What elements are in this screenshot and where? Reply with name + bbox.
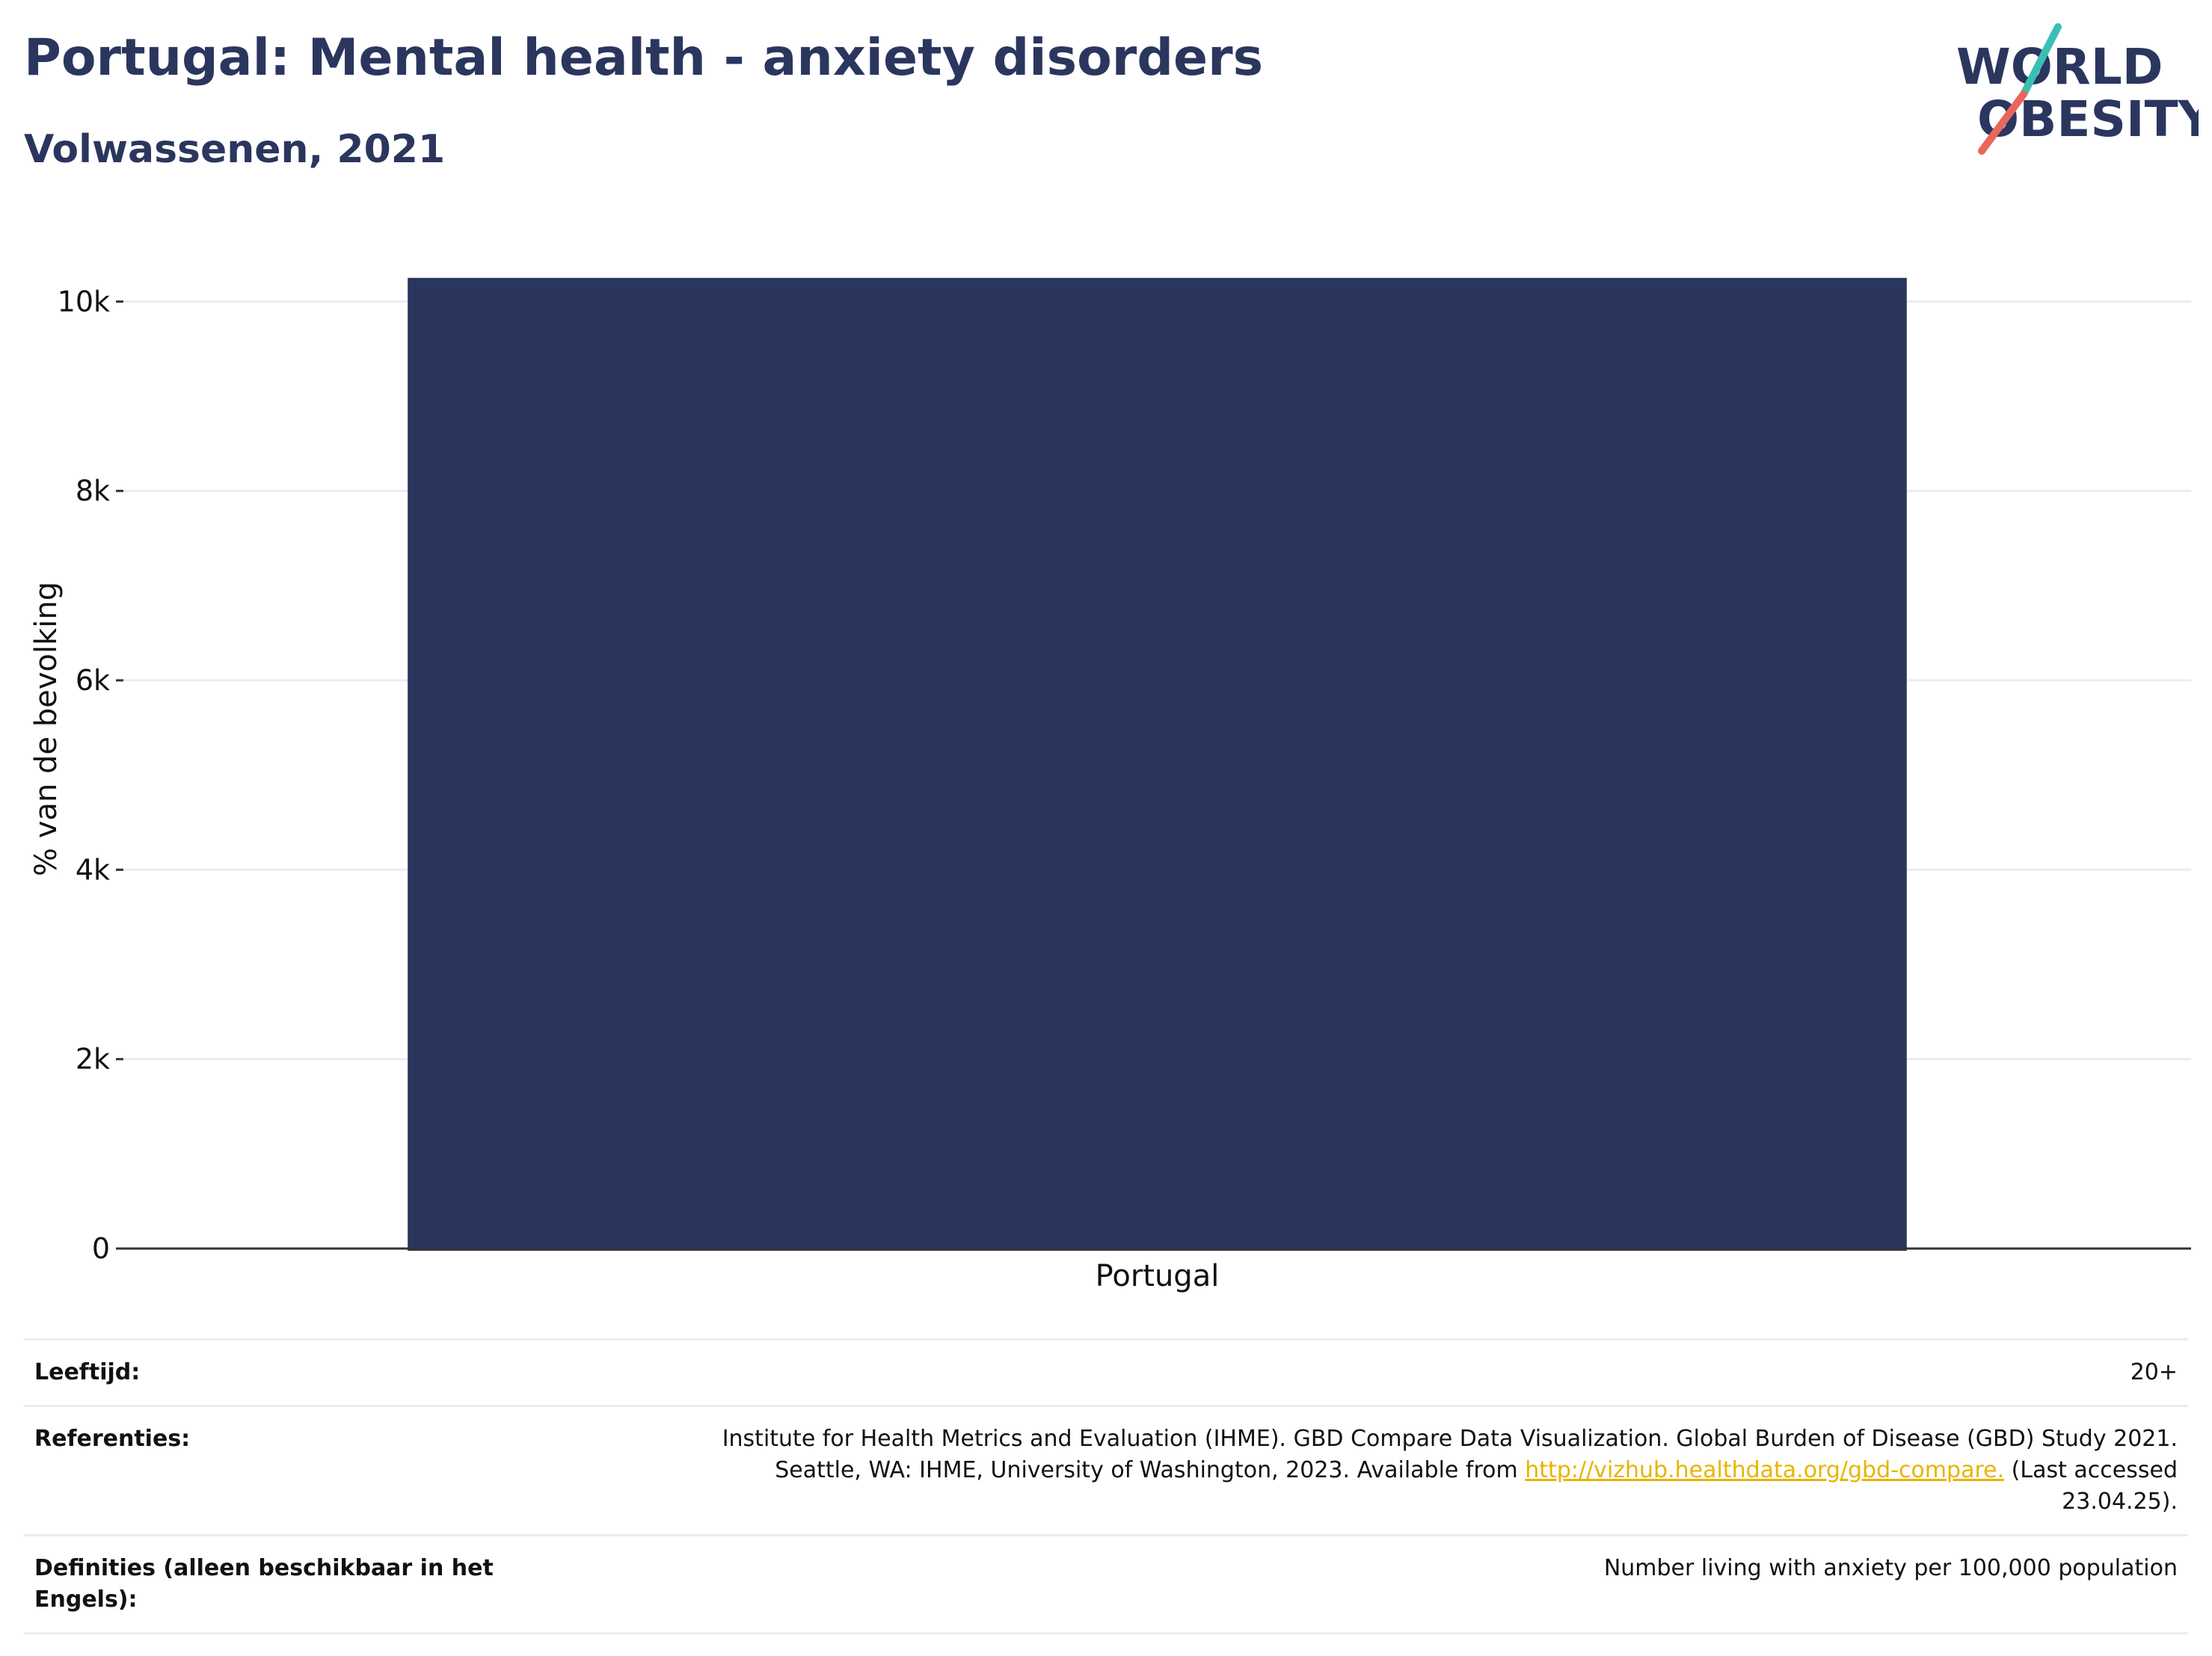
references-text-line1: Institute for Health Metrics and Evaluat…: [722, 1426, 2178, 1452]
logo-slash-teal: [2020, 23, 2062, 98]
definitions-label: Definities (alleen beschikbaar in het En…: [34, 1555, 494, 1613]
age-label: Leeftijd:: [34, 1359, 141, 1385]
y-tick-label: 10k: [58, 285, 110, 318]
y-axis-ticks: 0 2k 4k 6k 8k 10k: [58, 285, 123, 1265]
info-row-references: Referenties: Institute for Health Metric…: [24, 1405, 2188, 1534]
info-row-age: Leeftijd: 20+: [24, 1338, 2188, 1405]
chart-title: Portugal: Mental health - anxiety disord…: [24, 28, 1264, 87]
x-axis: Portugal: [123, 1247, 2191, 1293]
y-tick-label: 4k: [76, 853, 110, 886]
references-value: Institute for Health Metrics and Evaluat…: [520, 1423, 2178, 1518]
x-tick-label: Portugal: [1096, 1259, 1220, 1293]
definitions-value: Number living with anxiety per 100,000 p…: [1603, 1555, 2178, 1581]
references-label: Referenties:: [34, 1426, 191, 1452]
y-tick-label: 0: [92, 1232, 110, 1265]
bar-portugal[interactable]: [408, 277, 1907, 1252]
info-row-definitions: Definities (alleen beschikbaar in het En…: [24, 1534, 2188, 1634]
y-axis-label: % van de bevolking: [29, 582, 64, 876]
references-text-line2-end: (Last accessed: [2004, 1457, 2178, 1483]
logo-text-world: WORLD: [1956, 38, 2163, 96]
logo-text-obesity: OBESITY: [1977, 90, 2199, 148]
y-tick-label: 2k: [76, 1043, 110, 1076]
logo-slash-coral: [1978, 90, 2027, 155]
chart-subtitle: Volwassenen, 2021: [24, 127, 446, 172]
references-text-line3: 23.04.25).: [2062, 1489, 2178, 1515]
references-link[interactable]: http://vizhub.healthdata.org/gbd-compare…: [1525, 1457, 2005, 1483]
info-table: Leeftijd: 20+ Referenties: Institute for…: [24, 1338, 2188, 1634]
world-obesity-logo: WORLD OBESITY: [1956, 23, 2199, 155]
y-tick-label: 8k: [76, 475, 110, 508]
bar-chart: 0 2k 4k 6k 8k 10k Portugal % van de bevolking: [29, 277, 2191, 1293]
bars: [408, 277, 1907, 1252]
references-text-line2: Seattle, WA: IHME, University of Washing…: [775, 1457, 1526, 1483]
age-value: 20+: [2130, 1359, 2178, 1385]
y-tick-label: 6k: [76, 664, 110, 697]
